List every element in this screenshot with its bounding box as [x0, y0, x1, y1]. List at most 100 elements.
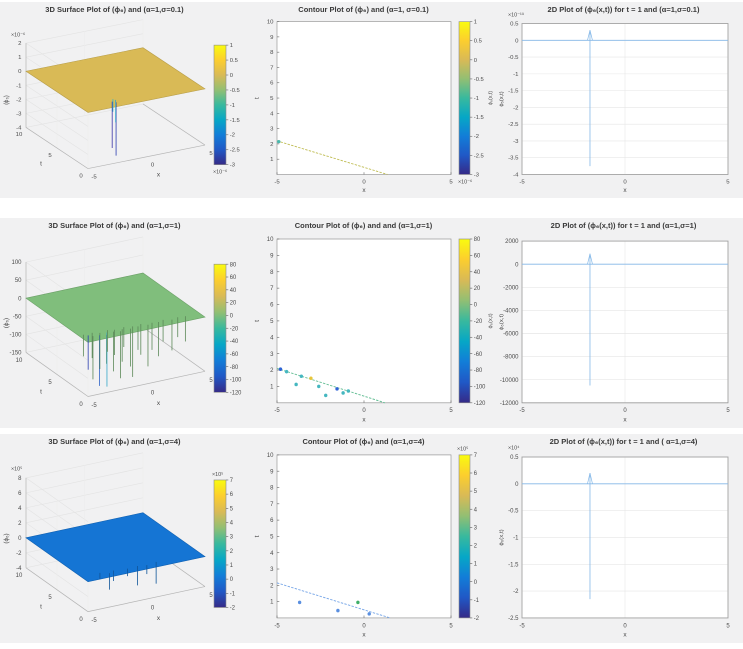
svg-text:0: 0: [623, 622, 627, 629]
svg-text:0: 0: [474, 580, 478, 586]
svg-text:-1.5: -1.5: [508, 89, 519, 95]
svg-text:-6000: -6000: [503, 330, 519, 337]
svg-text:0: 0: [474, 58, 477, 64]
svg-text:-50: -50: [13, 313, 22, 320]
svg-text:t: t: [254, 535, 261, 537]
svg-text:-0.5: -0.5: [508, 508, 519, 515]
svg-text:t: t: [254, 97, 261, 99]
line-canvas: 0.5 0 -0.5 -1 -1.5 -2 -2.5 -3 -3.5 -4 -5 0 5 ×10⁻¹⁹ x ϕ…: [494, 2, 743, 198]
svg-text:-3.5: -3.5: [508, 156, 519, 162]
svg-text:7: 7: [270, 285, 274, 292]
svg-text:40: 40: [230, 288, 237, 294]
svg-text:x: x: [157, 400, 161, 407]
svg-text:2: 2: [270, 367, 274, 374]
svg-text:6: 6: [270, 81, 274, 87]
svg-text:0: 0: [362, 179, 366, 185]
svg-text:-100: -100: [474, 384, 486, 390]
svg-text:-80: -80: [474, 368, 483, 374]
svg-text:-2.5: -2.5: [508, 122, 519, 128]
svg-text:0: 0: [362, 622, 366, 629]
svg-text:0: 0: [230, 313, 234, 319]
svg-text:×10⁵: ×10⁵: [212, 471, 223, 478]
svg-text:5: 5: [48, 594, 52, 601]
svg-text:-0.5: -0.5: [508, 55, 519, 61]
svg-text:5: 5: [270, 533, 274, 540]
svg-text:1: 1: [230, 563, 233, 569]
plot-title: Contour Plot of (ϕ₆) and (α=1,σ=4): [302, 437, 425, 446]
svg-text:0: 0: [515, 38, 519, 44]
svg-text:8: 8: [18, 475, 22, 482]
svg-text:10: 10: [16, 357, 23, 364]
svg-text:-120: -120: [230, 390, 242, 396]
svg-text:1: 1: [474, 20, 477, 26]
svg-text:t: t: [40, 603, 42, 610]
svg-text:-120: -120: [474, 401, 486, 407]
svg-text:5: 5: [209, 592, 213, 599]
svg-text:10: 10: [16, 572, 23, 579]
plot-title: 3D Surface Plot of (ϕ₆) and (α=1,σ=1): [48, 221, 181, 230]
svg-text:9: 9: [270, 35, 274, 41]
svg-text:-2: -2: [474, 134, 479, 140]
svg-text:×10⁻⁶: ×10⁻⁶: [213, 170, 227, 176]
svg-text:-5: -5: [274, 622, 280, 629]
contour-plot-sigma-4: 1 2 3 4 5 6 7 8 9 10 -5 0 5 x t 7 6 5 4 3 2 1 0 -1 -2 ×10⁵ Contou…: [247, 434, 494, 643]
svg-text:-1: -1: [230, 103, 235, 109]
svg-text:3: 3: [270, 127, 274, 133]
svg-text:8: 8: [270, 484, 274, 491]
svg-text:0: 0: [623, 179, 627, 185]
svg-text:0.5: 0.5: [230, 58, 238, 64]
svg-text:7: 7: [474, 453, 477, 459]
svg-text:-20: -20: [230, 326, 239, 332]
svg-text:6: 6: [18, 490, 22, 497]
svg-text:-1: -1: [474, 598, 479, 604]
surface-canvas: 2 1 0 -1 -2 -3 -4 ×10⁻⁶ 10 5 0 -5 0 5 t x (ϕ₆) 1 0.5 0 -0.5-…: [0, 2, 247, 198]
svg-text:10: 10: [16, 132, 23, 138]
svg-text:0.5: 0.5: [510, 22, 519, 28]
svg-text:-60: -60: [230, 352, 239, 358]
svg-text:5: 5: [230, 506, 234, 512]
line-plot-sigma-4: 0.5 0 -0.5 -1 -1.5 -2 -2.5 -5 0 5 ×10⁴ x ϕ₆(x,t) 2D …: [494, 434, 743, 643]
svg-text:1: 1: [18, 55, 22, 61]
svg-text:1: 1: [474, 562, 477, 568]
svg-text:5: 5: [48, 153, 52, 159]
svg-text:x: x: [623, 417, 627, 424]
svg-text:5: 5: [726, 179, 730, 185]
plot-title: 2D Plot of (ϕ₆(x,t)) for t = 1 and (α=1,…: [550, 221, 697, 230]
svg-text:1: 1: [270, 599, 274, 606]
svg-text:0: 0: [18, 535, 22, 542]
svg-text:5: 5: [270, 96, 274, 102]
svg-text:2: 2: [18, 41, 21, 47]
svg-text:x: x: [157, 171, 161, 178]
svg-text:t: t: [254, 320, 261, 322]
svg-text:-8000: -8000: [503, 354, 519, 361]
svg-text:0: 0: [230, 73, 233, 79]
svg-text:-0.5: -0.5: [474, 77, 484, 83]
svg-text:-5: -5: [519, 407, 525, 414]
plot-title: 2D Plot of (ϕ₆(x,t)) for t = 1 and ( α=1…: [549, 437, 698, 446]
svg-text:1: 1: [270, 383, 274, 390]
svg-text:-5: -5: [519, 622, 525, 629]
svg-text:6: 6: [230, 492, 234, 498]
svg-text:20: 20: [230, 301, 237, 307]
svg-text:0: 0: [79, 401, 83, 408]
svg-text:-80: -80: [230, 365, 239, 371]
svg-text:2: 2: [270, 142, 273, 148]
svg-text:5: 5: [449, 407, 453, 414]
svg-text:5: 5: [726, 622, 730, 629]
svg-text:0.5: 0.5: [474, 39, 482, 45]
svg-text:6: 6: [270, 517, 274, 524]
surface-canvas: 100 50 0 -50 -100 -150 10 5 0 -5 0 5 t x (ϕ₆) 80 60 40 20 0…: [0, 218, 247, 428]
svg-text:-0.5: -0.5: [230, 88, 240, 94]
figure-row-sigma-4: 8 6 4 2 0 -2 -4 ×10⁵ 10 5 0 -5 0 5 t x (ϕ₆) 7 6 5 4 3 2 1 0 -1 -2 ×…: [0, 434, 743, 643]
svg-text:-2000: -2000: [503, 284, 519, 291]
svg-text:-40: -40: [230, 339, 239, 345]
svg-text:(ϕ₆): (ϕ₆): [3, 533, 10, 543]
figure-row-sigma-1: 100 50 0 -50 -100 -150 10 5 0 -5 0 5 t x (ϕ₆) 80 60 40 20 0…: [0, 218, 743, 428]
svg-text:-3: -3: [16, 111, 22, 117]
svg-text:-1: -1: [474, 96, 479, 102]
svg-text:7: 7: [230, 478, 233, 484]
svg-text:50: 50: [15, 277, 22, 284]
svg-text:0: 0: [151, 163, 155, 169]
svg-text:0: 0: [151, 389, 155, 396]
